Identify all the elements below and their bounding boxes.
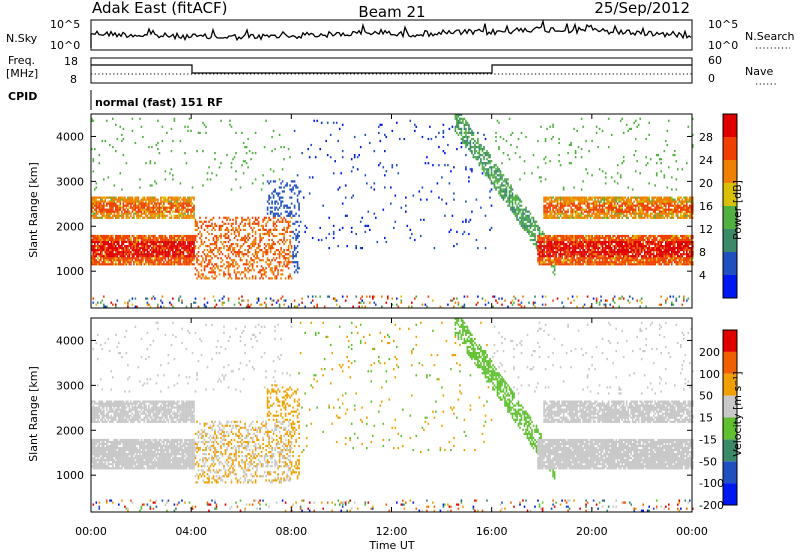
- colorbar-swatch: [723, 252, 737, 275]
- colorbar-swatch: [723, 137, 737, 160]
- x-tick-label: 12:00: [376, 525, 408, 538]
- colorbar-swatch: [723, 373, 737, 396]
- x-tick-label: 16:00: [476, 525, 508, 538]
- x-axis-label: Time UT: [368, 539, 414, 552]
- colorbar-tick: 28: [699, 131, 713, 144]
- power-cells: [91, 113, 694, 308]
- freq-label: Freq.: [8, 54, 35, 67]
- power-data: [91, 113, 694, 308]
- freq-tick-min: 8: [70, 73, 77, 86]
- colorbar-frame: [722, 329, 738, 506]
- date-title: 25/Sep/2012: [594, 0, 690, 17]
- colorbar-swatch: [723, 206, 737, 229]
- nave-tick-min: 0: [708, 72, 715, 85]
- freq-trace: [91, 64, 692, 74]
- colorbar-tick: 12: [699, 223, 713, 236]
- power-ylabel: Slant Range [km]: [27, 162, 40, 258]
- colorbar-swatch: [723, 160, 737, 183]
- colorbar-swatch: [723, 114, 737, 137]
- nsky-tick-min: 10^0: [50, 39, 80, 52]
- colorbar-tick: 50: [699, 390, 713, 403]
- velocity-colorbar-label: Velocity [m s⁻¹]: [731, 371, 744, 456]
- velocity-panel: 1000 2000 3000 4000 Slant Range [km]: [27, 317, 694, 513]
- colorbar-frame: [722, 113, 738, 299]
- power-yticks: 1000 2000 3000 4000: [56, 130, 692, 278]
- x-tick-label: 00:00: [75, 525, 107, 538]
- colorbar-swatch: [723, 483, 737, 505]
- nsky-tick-max: 10^5: [50, 18, 80, 31]
- y-tick-label: 3000: [56, 175, 84, 188]
- y-tick-label: 4000: [56, 334, 84, 347]
- colorbar-tick: -50: [699, 455, 717, 468]
- velocity-data: [91, 317, 694, 512]
- colorbar-swatch: [723, 439, 737, 462]
- power-colorbar-label: Power [dB]: [731, 180, 744, 240]
- colorbar-swatch: [723, 395, 737, 418]
- power-panel: 1000 2000 3000 4000 Slant Range [km]: [27, 113, 694, 309]
- nsearch-tick-min: 10^0: [708, 39, 738, 52]
- colorbar-swatch: [723, 275, 737, 298]
- x-tick-label: 08:00: [275, 525, 307, 538]
- x-tick-label: 20:00: [576, 525, 608, 538]
- colorbar-tick: 15: [699, 412, 713, 425]
- colorbar-tick: -15: [699, 433, 717, 446]
- colorbar-tick: 4: [699, 269, 706, 282]
- freq-panel: [90, 57, 693, 84]
- cpid-text: normal (fast) 151 RF: [95, 96, 223, 109]
- nsky-trace: [90, 18, 692, 48]
- velocity-cells: [91, 317, 694, 512]
- colorbar-tick: 16: [699, 200, 713, 213]
- y-tick-label: 3000: [56, 379, 84, 392]
- colorbar-tick: 8: [699, 246, 706, 259]
- nave-label: Nave: [745, 65, 773, 78]
- colorbar-tick: 20: [699, 177, 713, 190]
- y-tick-label: 1000: [56, 469, 84, 482]
- freq-tick-max: 18: [64, 55, 78, 68]
- colorbar-tick: 200: [699, 346, 720, 359]
- nave-tick-max: 60: [708, 54, 722, 67]
- x-tick-label: 04:00: [175, 525, 207, 538]
- cpid-label: CPID: [8, 90, 37, 103]
- x-ticks: 00:00 04:00 08:00 12:00 16:00 20:00 00:00: [75, 114, 708, 538]
- power-colorbar: 4 8 12 16 20 24 28: [699, 113, 738, 299]
- colorbar-swatch: [723, 461, 737, 484]
- colorbar-swatch: [723, 229, 737, 252]
- station-title: Adak East (fitACF): [92, 0, 227, 17]
- colorbar-swatch: [723, 183, 737, 206]
- beam-title: Beam 21: [358, 3, 425, 21]
- nsky-label: N.Sky: [6, 32, 38, 45]
- colorbar-swatch: [723, 351, 737, 374]
- y-tick-label: 1000: [56, 265, 84, 278]
- nsearch-tick-max: 10^5: [708, 18, 738, 31]
- colorbar-tick: 100: [699, 368, 720, 381]
- y-tick-label: 2000: [56, 424, 84, 437]
- nsearch-label: N.Search: [745, 30, 795, 43]
- y-tick-label: 2000: [56, 220, 84, 233]
- colorbar-tick: -200: [699, 499, 724, 512]
- x-tick-label: 00:00: [676, 525, 708, 538]
- velocity-ylabel: Slant Range [km]: [27, 366, 40, 462]
- colorbar-swatch: [723, 330, 737, 352]
- colorbar-tick: -100: [699, 477, 724, 490]
- freq-unit-label: [MHz]: [6, 67, 38, 80]
- y-tick-label: 4000: [56, 130, 84, 143]
- velocity-colorbar: 200 100 50 15 -15 -50 -100 -200: [699, 329, 738, 512]
- colorbar-tick: 24: [699, 154, 713, 167]
- colorbar-swatch: [723, 417, 737, 440]
- velocity-yticks: 1000 2000 3000 4000: [56, 334, 692, 482]
